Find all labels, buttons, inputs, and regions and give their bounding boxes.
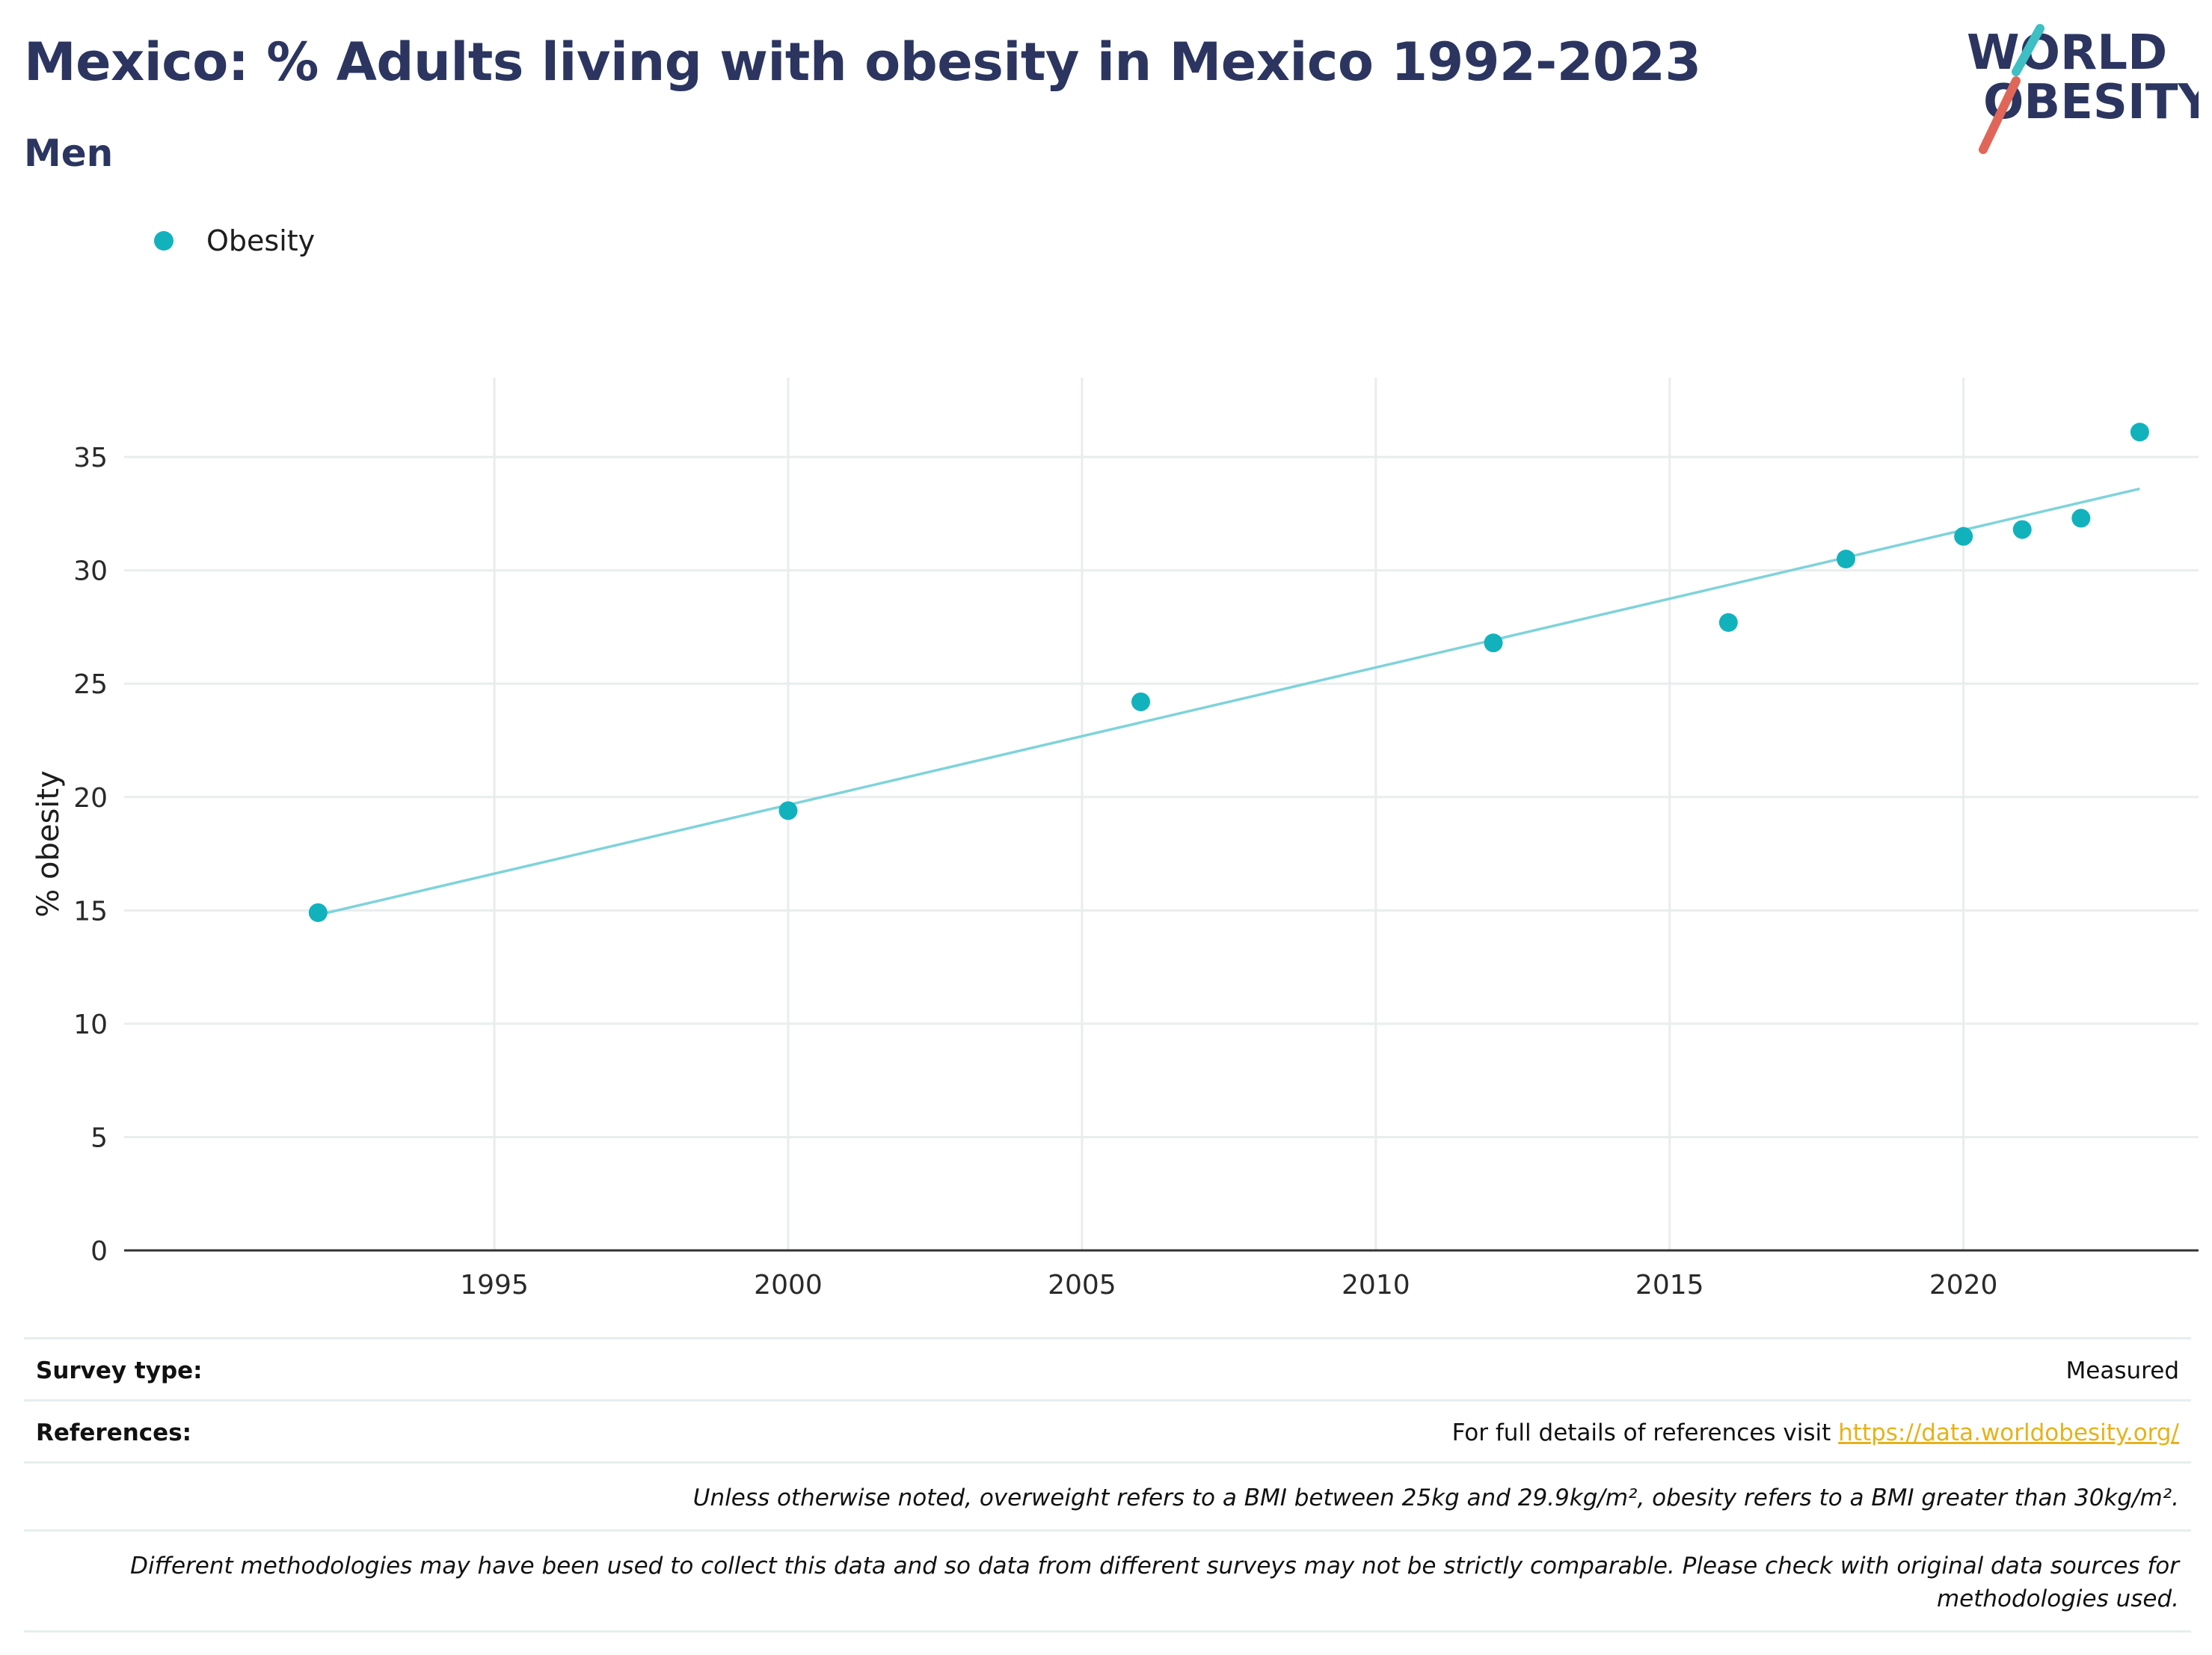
data-point[interactable] [2071,509,2091,528]
chart-legend[interactable]: Obesity [154,224,315,257]
methodology-note: Different methodologies may have been us… [130,1553,2179,1612]
survey-type-row: Survey type: Measured [24,1337,2191,1399]
survey-type-label: Survey type: [36,1357,203,1384]
page-title: Mexico: % Adults living with obesity in … [24,31,1701,93]
data-point[interactable] [2130,423,2149,442]
x-tick-label: 2005 [1048,1270,1116,1301]
y-tick-label: 10 [73,1010,108,1040]
y-tick-label: 0 [90,1236,108,1267]
world-obesity-logo: WORLD OBESITY [1967,24,2199,154]
y-tick-label: 5 [90,1123,108,1153]
data-point[interactable] [2012,520,2032,539]
logo-red-slash [1979,76,2021,154]
page-subtitle: Men [24,132,114,175]
references-text: For full details of references visit [1451,1419,1839,1446]
x-tick-labels: 1995 2000 2005 2010 2015 2020 [460,1270,1997,1301]
logo-line1: WORLD [1967,25,2167,81]
data-point[interactable] [1718,612,1738,632]
chart-grid [124,378,2199,1250]
data-point[interactable] [778,801,798,820]
x-tick-label: 2020 [1929,1270,1998,1301]
y-tick-label: 35 [73,443,108,473]
references-label: References: [36,1419,192,1446]
bmi-note: Unless otherwise noted, overweight refer… [692,1484,2179,1511]
methodology-note-row: Different methodologies may have been us… [24,1529,2191,1633]
trend-line-group [317,487,2140,917]
references-link[interactable]: https://data.worldobesity.org/ [1838,1419,2179,1446]
logo-teal-slash [2012,24,2044,76]
bmi-note-row: Unless otherwise noted, overweight refer… [24,1461,2191,1529]
data-point[interactable] [1836,549,1855,568]
references-value: For full details of references visit htt… [1452,1419,2179,1446]
y-tick-label: 30 [73,556,108,587]
y-tick-label: 20 [73,783,108,814]
data-point[interactable] [1954,526,1973,546]
legend-label: Obesity [206,224,316,257]
scatter-chart: 1995 2000 2005 2010 2015 2020 05101520253035 … [31,378,2199,1301]
data-point[interactable] [308,903,328,922]
x-tick-label: 1995 [460,1270,529,1301]
legend-marker-icon [154,231,173,251]
y-tick-label: 25 [73,669,108,700]
chart-footer: Survey type: Measured References: For fu… [24,1337,2191,1633]
survey-type-value: Measured [2065,1357,2179,1384]
y-tick-labels: 0 5 10 15 20 25 30 35 [73,443,108,1267]
trend-line [317,487,2140,917]
y-tick-label: 15 [73,896,108,927]
data-point[interactable] [1484,633,1503,653]
references-row: References: For full details of referenc… [24,1399,2191,1461]
x-tick-label: 2015 [1635,1270,1704,1301]
x-tick-label: 2010 [1342,1270,1410,1301]
x-tick-label: 2000 [754,1270,823,1301]
data-points [308,423,2149,922]
y-axis-title: % obesity [31,770,66,918]
data-point[interactable] [1131,692,1150,711]
